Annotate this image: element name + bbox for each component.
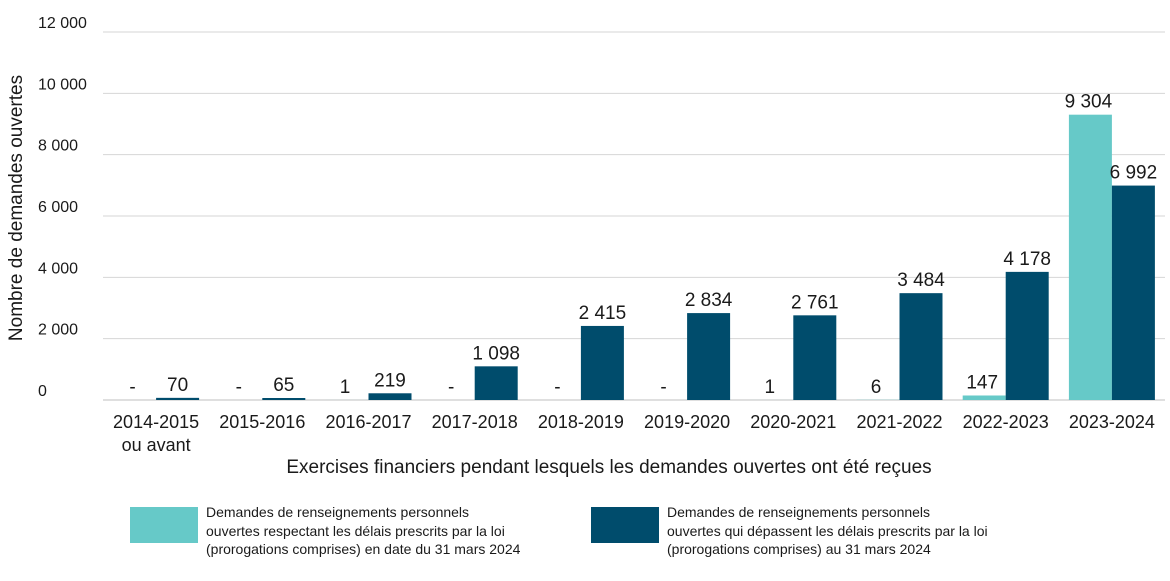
bar-beyond-deadline xyxy=(1111,185,1155,400)
x-tick-label: 2020-2021 xyxy=(750,412,836,432)
data-label: 2 761 xyxy=(791,292,839,313)
y-tick-label: 10 000 xyxy=(38,76,87,93)
data-label: 1 xyxy=(765,377,776,398)
legend-item-within-deadline: Demandes de renseignements personnels ou… xyxy=(130,503,566,559)
y-axis-title: Nombre de demandes ouvertes xyxy=(6,75,27,341)
data-label: - xyxy=(554,377,560,398)
bar-beyond-deadline xyxy=(793,315,837,400)
legend-item-beyond-deadline: Demandes de renseignements personnels ou… xyxy=(591,503,1027,559)
bar-beyond-deadline xyxy=(687,313,731,400)
data-label: 1 098 xyxy=(472,343,520,364)
data-label: 1 xyxy=(340,377,351,398)
data-label: 3 484 xyxy=(897,270,945,291)
y-tick-label: 4 000 xyxy=(38,260,78,277)
y-tick-label: 0 xyxy=(38,383,47,400)
x-tick-label: 2014-2015 ou avant xyxy=(113,412,199,455)
legend-label-beyond-deadline: Demandes de renseignements personnels ou… xyxy=(667,504,988,557)
bar-beyond-deadline xyxy=(580,325,624,400)
data-label: 9 304 xyxy=(1065,92,1113,113)
gridlines xyxy=(103,31,1165,401)
x-tick-label: 2021-2022 xyxy=(856,412,942,432)
data-label: 70 xyxy=(167,375,188,396)
bar-beyond-deadline xyxy=(368,393,412,400)
bar-beyond-deadline xyxy=(1005,271,1049,400)
x-axis-title: Exercises financiers pendant lesquels le… xyxy=(286,457,931,478)
data-label: 65 xyxy=(273,375,294,396)
y-axis-ticks: 0 2 000 4 000 6 000 8 000 10 000 12 000 xyxy=(38,15,87,400)
bar-chart: 0 2 000 4 000 6 000 8 000 10 000 12 000 - 70 - 65… xyxy=(6,15,1165,478)
data-label: 4 178 xyxy=(1003,249,1051,270)
x-tick-label: 2022-2023 xyxy=(963,412,1049,432)
y-tick-label: 2 000 xyxy=(38,322,78,339)
data-label: 219 xyxy=(374,370,406,391)
x-tick-label: 2016-2017 xyxy=(325,412,411,432)
bar-beyond-deadline xyxy=(156,397,200,400)
bar-beyond-deadline xyxy=(474,366,518,400)
bar-beyond-deadline xyxy=(899,293,943,400)
legend-swatch-within-deadline xyxy=(130,507,198,543)
data-label: - xyxy=(236,377,242,398)
bar-beyond-deadline xyxy=(262,398,306,400)
data-label: 6 992 xyxy=(1110,163,1158,184)
x-tick-label: 2015-2016 xyxy=(219,412,305,432)
data-label: 2 834 xyxy=(685,290,733,311)
legend-label-within-deadline: Demandes de renseignements personnels ou… xyxy=(206,504,521,557)
x-tick-label: 2019-2020 xyxy=(644,412,730,432)
y-tick-label: 8 000 xyxy=(38,138,78,155)
y-tick-label: 12 000 xyxy=(38,15,87,32)
data-label: - xyxy=(448,377,454,398)
data-label: 147 xyxy=(966,372,998,393)
x-tick-label: 2017-2018 xyxy=(432,412,518,432)
data-label: 6 xyxy=(871,377,882,398)
x-tick-label: 2018-2019 xyxy=(538,412,624,432)
x-tick-label: 2023-2024 xyxy=(1069,412,1155,432)
data-label: - xyxy=(660,377,666,398)
data-label: - xyxy=(129,377,135,398)
y-tick-label: 6 000 xyxy=(38,199,78,216)
x-axis-ticks: 2014-2015 ou avant 2015-2016 2016-2017 2017-… xyxy=(113,412,1155,455)
legend-swatch-beyond-deadline xyxy=(591,507,659,543)
bar-within-deadline xyxy=(1068,114,1112,400)
bar-within-deadline xyxy=(962,395,1006,400)
data-label: 2 415 xyxy=(579,303,627,324)
